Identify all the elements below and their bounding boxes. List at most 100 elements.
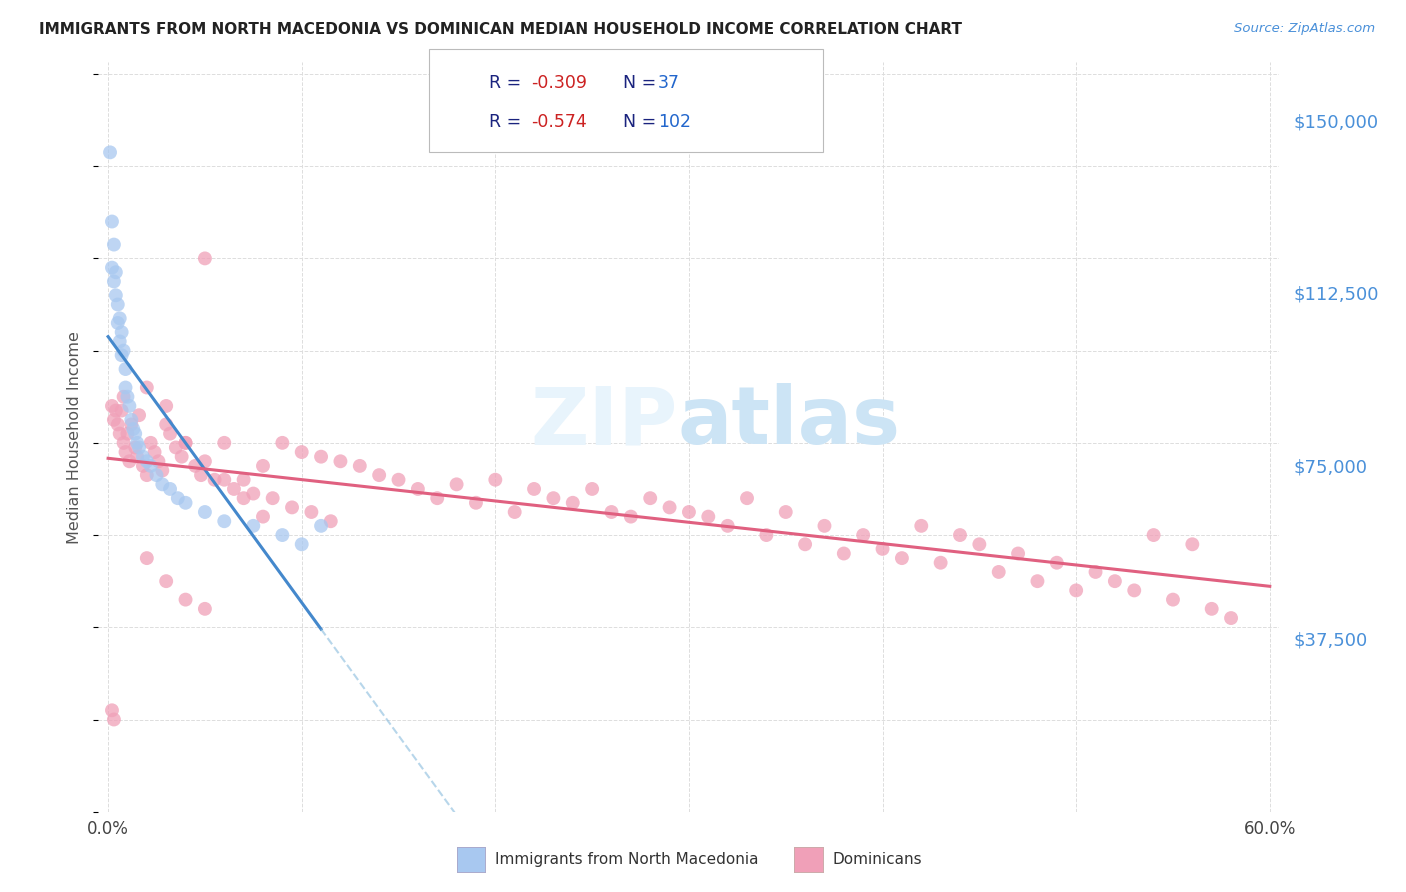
Point — [127, 435, 149, 450]
Point — [638, 491, 661, 505]
Point — [159, 482, 181, 496]
Point — [987, 565, 1010, 579]
Point — [271, 528, 294, 542]
Point — [107, 297, 129, 311]
Point — [281, 500, 304, 515]
Point — [135, 468, 157, 483]
Point — [1201, 602, 1223, 616]
Text: N =: N = — [623, 113, 662, 131]
Text: -0.574: -0.574 — [531, 113, 588, 131]
Point — [111, 403, 134, 417]
Point — [111, 325, 134, 339]
Point — [122, 422, 145, 436]
Point — [143, 445, 166, 459]
Text: 37: 37 — [658, 74, 681, 92]
Point — [103, 275, 125, 289]
Point — [329, 454, 352, 468]
Point — [184, 458, 207, 473]
Point — [262, 491, 284, 505]
Point — [1220, 611, 1243, 625]
Point — [242, 486, 264, 500]
Text: 102: 102 — [658, 113, 690, 131]
Point — [174, 435, 197, 450]
Point — [108, 334, 131, 349]
Point — [503, 505, 526, 519]
Point — [135, 380, 157, 394]
Point — [101, 399, 124, 413]
Point — [1064, 583, 1087, 598]
Text: Source: ZipAtlas.com: Source: ZipAtlas.com — [1234, 22, 1375, 36]
Point — [139, 458, 162, 473]
Point — [190, 468, 212, 483]
Point — [150, 463, 173, 477]
Point — [717, 519, 740, 533]
Point — [170, 450, 193, 464]
Point — [1142, 528, 1164, 542]
Text: Dominicans: Dominicans — [832, 853, 922, 867]
Point — [132, 458, 155, 473]
Point — [755, 528, 778, 542]
Point — [252, 509, 274, 524]
Point — [465, 496, 488, 510]
Point — [813, 519, 835, 533]
Point — [103, 237, 125, 252]
Point — [108, 426, 131, 441]
Point — [1084, 565, 1107, 579]
Point — [222, 482, 245, 496]
Point — [581, 482, 603, 496]
Point — [775, 505, 797, 519]
Point — [387, 473, 409, 487]
Point — [118, 454, 141, 468]
Point — [101, 214, 124, 228]
Y-axis label: Median Household Income: Median Household Income — [67, 331, 83, 543]
Point — [145, 468, 167, 483]
Point — [159, 426, 181, 441]
Point — [124, 426, 146, 441]
Point — [150, 477, 173, 491]
Point — [678, 505, 700, 519]
Point — [120, 417, 142, 432]
Point — [1123, 583, 1146, 598]
Point — [484, 473, 506, 487]
Point — [523, 482, 546, 496]
Point — [872, 541, 894, 556]
Point — [112, 390, 135, 404]
Point — [108, 311, 131, 326]
Text: N =: N = — [623, 74, 662, 92]
Point — [128, 408, 150, 422]
Point — [969, 537, 991, 551]
Point — [107, 417, 129, 432]
Point — [832, 547, 855, 561]
Point — [426, 491, 449, 505]
Point — [620, 509, 643, 524]
Point — [124, 441, 146, 455]
Point — [111, 348, 134, 362]
Point — [139, 435, 162, 450]
Point — [406, 482, 429, 496]
Point — [309, 450, 332, 464]
Point — [291, 445, 314, 459]
Point — [107, 316, 129, 330]
Point — [194, 252, 217, 266]
Point — [1181, 537, 1204, 551]
Point — [299, 505, 322, 519]
Point — [319, 514, 342, 528]
Point — [135, 551, 157, 566]
Text: ZIP: ZIP — [530, 383, 678, 461]
Point — [117, 390, 139, 404]
Point — [148, 454, 170, 468]
Point — [214, 514, 236, 528]
Point — [1007, 547, 1029, 561]
Point — [194, 454, 217, 468]
Point — [194, 505, 217, 519]
Point — [155, 574, 177, 589]
Point — [794, 537, 817, 551]
Point — [735, 491, 758, 505]
Point — [104, 265, 127, 279]
Point — [98, 145, 121, 160]
Point — [166, 491, 188, 505]
Point — [114, 362, 136, 376]
Text: IMMIGRANTS FROM NORTH MACEDONIA VS DOMINICAN MEDIAN HOUSEHOLD INCOME CORRELATION: IMMIGRANTS FROM NORTH MACEDONIA VS DOMIN… — [39, 22, 962, 37]
Point — [1026, 574, 1049, 589]
Point — [232, 491, 254, 505]
